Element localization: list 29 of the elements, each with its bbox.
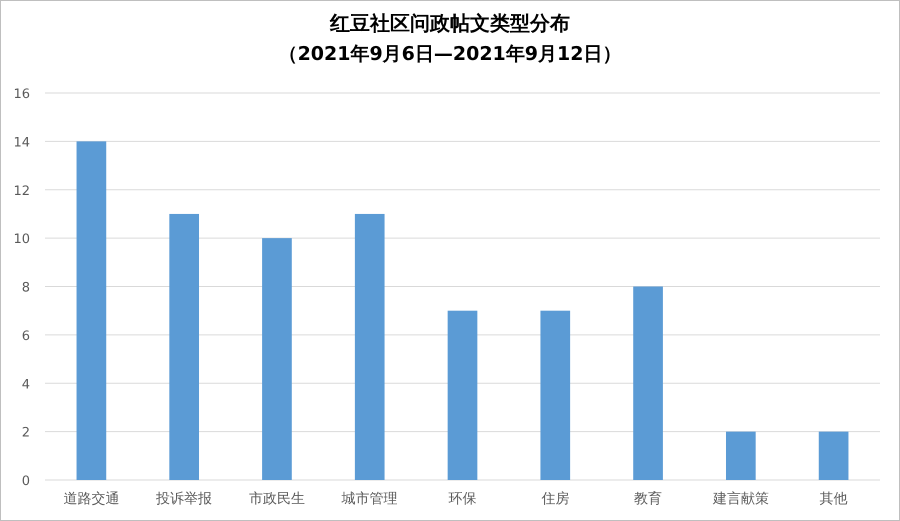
y-tick-label: 16 [13, 87, 30, 102]
x-tick-label: 教育 [634, 490, 662, 507]
x-tick-label: 城市管理 [340, 491, 398, 507]
y-tick-label: 14 [13, 135, 30, 150]
x-tick-label: 投诉举报 [155, 491, 212, 507]
x-tick-label: 其他 [820, 491, 848, 507]
chart-subtitle: （2021年9月6日—2021年9月12日） [278, 43, 622, 65]
x-tick-label: 市政民生 [248, 491, 305, 507]
y-tick-label: 12 [13, 184, 30, 199]
bar [726, 432, 756, 480]
y-tick-label: 8 [22, 280, 30, 296]
bar [448, 310, 478, 480]
x-tick-label: 住房 [540, 491, 570, 507]
bar [540, 310, 570, 480]
bar [818, 432, 848, 480]
bar [633, 286, 663, 480]
y-tick-label: 6 [22, 328, 30, 344]
chart-title: 红豆社区问政帖文类型分布 [329, 11, 570, 35]
y-tick-label: 10 [13, 232, 30, 248]
x-tick-label: 建言献策 [712, 491, 769, 507]
y-tick-label: 4 [22, 377, 30, 392]
x-tick-label: 道路交通 [63, 491, 120, 507]
bar [169, 214, 200, 480]
bar [354, 214, 385, 480]
bar [262, 238, 292, 480]
y-tick-label: 0 [22, 474, 30, 489]
x-tick-label: 环保 [448, 491, 476, 507]
y-tick-label: 2 [22, 426, 30, 441]
bar [76, 141, 106, 480]
